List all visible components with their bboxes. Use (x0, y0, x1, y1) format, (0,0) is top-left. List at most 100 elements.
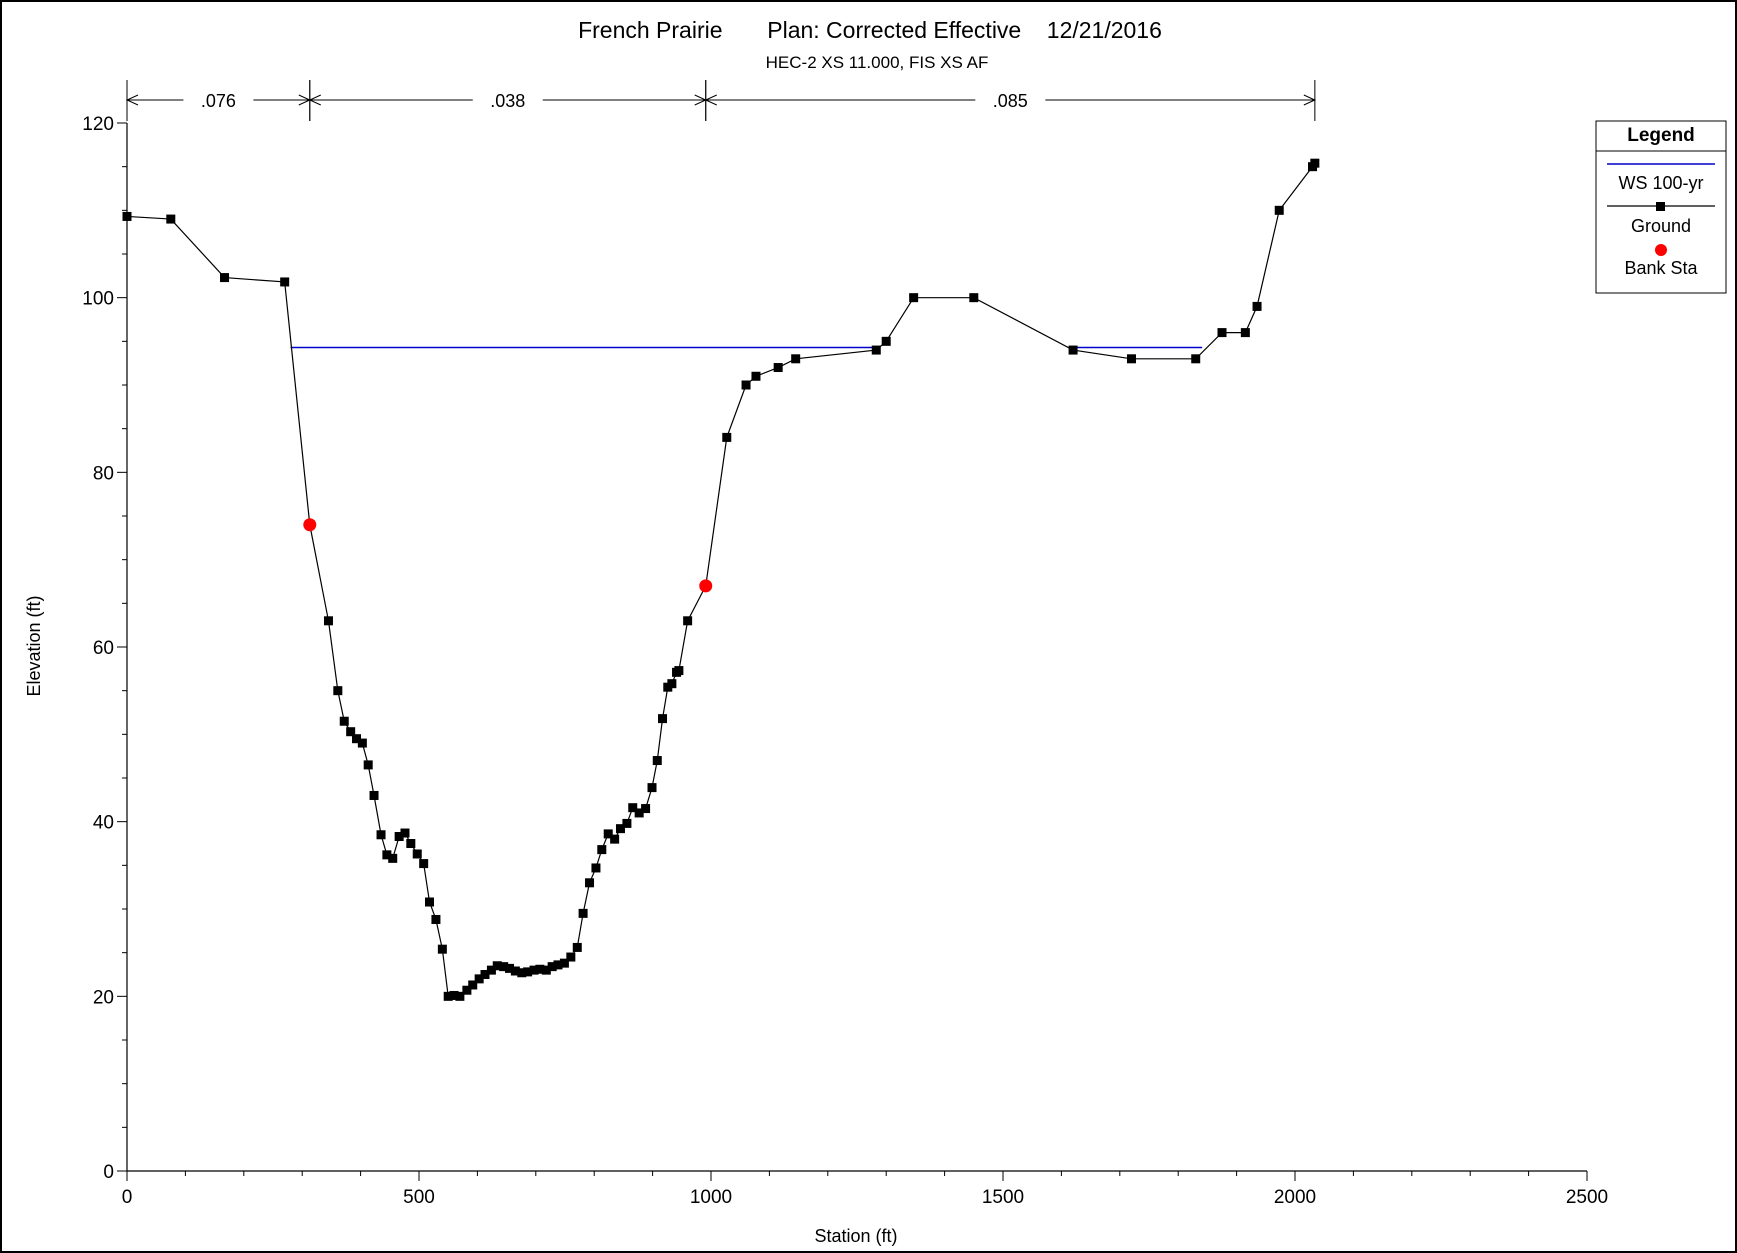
ground-point (585, 878, 595, 888)
ground-point (622, 818, 632, 828)
ground-point (881, 336, 891, 346)
ground-point (572, 942, 582, 952)
ground-point (529, 965, 539, 975)
ground-point (1068, 345, 1078, 355)
ground-point (388, 853, 398, 863)
y-tick-label: 40 (93, 813, 114, 834)
ground-point (455, 991, 465, 1001)
x-tick-label: 2500 (1566, 1187, 1608, 1208)
ground-point (437, 944, 447, 954)
chart-title: French Prairie Plan: Corrected Effective… (578, 17, 1162, 43)
legend-label-ws: WS 100-yr (1618, 173, 1703, 193)
y-tick-label: 20 (93, 987, 114, 1008)
bank-station-point (699, 579, 713, 593)
ground-point (741, 380, 751, 390)
ground-point (909, 293, 919, 303)
n-arrow-left (125, 94, 139, 106)
ground-point (406, 839, 416, 848)
legend-title: Legend (1627, 125, 1695, 146)
x-tick-label: 0 (122, 1187, 133, 1208)
ground-point (499, 962, 509, 972)
ground-point (722, 432, 732, 442)
ground-point (492, 961, 502, 971)
ground-point (610, 834, 620, 844)
ground-point (751, 371, 761, 381)
ground-point (122, 211, 132, 221)
ground-point (376, 830, 386, 840)
ground-point (369, 790, 379, 800)
legend-label-ground: Ground (1631, 216, 1691, 236)
ground-point (535, 964, 545, 974)
ground-point (323, 616, 333, 626)
ground-point (615, 824, 625, 834)
ground-point (641, 804, 651, 814)
ground-point (449, 990, 459, 1000)
y-tick-label: 60 (93, 638, 114, 659)
x-axis-title: Station (ft) (814, 1226, 897, 1246)
x-tick-label: 1500 (982, 1187, 1024, 1208)
y-tick-label: 80 (93, 463, 114, 484)
ground-point (412, 849, 422, 859)
ground-point (591, 863, 601, 873)
chart-subtitle: HEC-2 XS 11.000, FIS XS AF (766, 53, 989, 72)
ground-point (357, 738, 367, 748)
ground-point (523, 967, 533, 977)
ground-point (505, 963, 515, 973)
ground-point (1252, 301, 1262, 311)
ground-point (480, 970, 490, 979)
bank-station-point (303, 518, 317, 532)
ground-point (541, 965, 551, 975)
x-tick-label: 1000 (690, 1187, 732, 1208)
legend-swatch-bank (1655, 244, 1667, 256)
y-tick-label: 100 (82, 289, 114, 310)
ground-point (658, 714, 668, 724)
ground-point (791, 354, 801, 364)
ground-point (333, 686, 343, 696)
y-axis-title: Elevation (ft) (24, 595, 44, 696)
ground-point (166, 214, 176, 224)
ground-point (1240, 328, 1250, 338)
ground-point (628, 803, 638, 813)
axes: 0 500 1000 1500 2000 2500 0 20 40 60 80 100 120 (82, 114, 1608, 1208)
ground-point (871, 345, 881, 355)
n-value-label: .038 (490, 91, 525, 111)
ground-point (667, 679, 677, 689)
ground-point (486, 965, 496, 975)
ground-point (431, 914, 441, 924)
ground-point (468, 980, 478, 990)
ground-point (419, 859, 429, 869)
ground-point (683, 616, 693, 626)
ground-point (280, 277, 290, 287)
ground-point (1126, 354, 1136, 364)
ground-point (652, 756, 662, 766)
x-tick-label: 2000 (1274, 1187, 1316, 1208)
ground-point (339, 716, 349, 726)
ground-point (346, 727, 356, 737)
ground-point (674, 666, 684, 676)
ground-point (647, 783, 657, 793)
ground-point (1310, 158, 1320, 168)
ground-point (400, 828, 410, 838)
y-tick-label: 0 (103, 1162, 114, 1183)
n-arrow-right (1303, 94, 1317, 106)
ground-point (559, 958, 569, 968)
ground-point (382, 850, 392, 860)
ground-point (220, 273, 230, 283)
ground-point (517, 968, 527, 978)
ground-point (1217, 328, 1227, 338)
ground-point (578, 908, 588, 918)
ground-point (634, 808, 644, 818)
n-value-label: .085 (993, 91, 1028, 111)
n-value-annotations: .076 .038 .085 (125, 80, 1317, 121)
ground-point (462, 985, 472, 995)
ground-point (547, 962, 557, 972)
ground-point (352, 734, 362, 744)
ground-point (969, 293, 979, 303)
n-value-label: .076 (201, 91, 236, 111)
ground-series (122, 158, 1320, 1001)
n-arrow-left (308, 94, 321, 106)
ground-point (425, 897, 435, 907)
ground-point (443, 991, 453, 1001)
ground-point (394, 832, 404, 842)
